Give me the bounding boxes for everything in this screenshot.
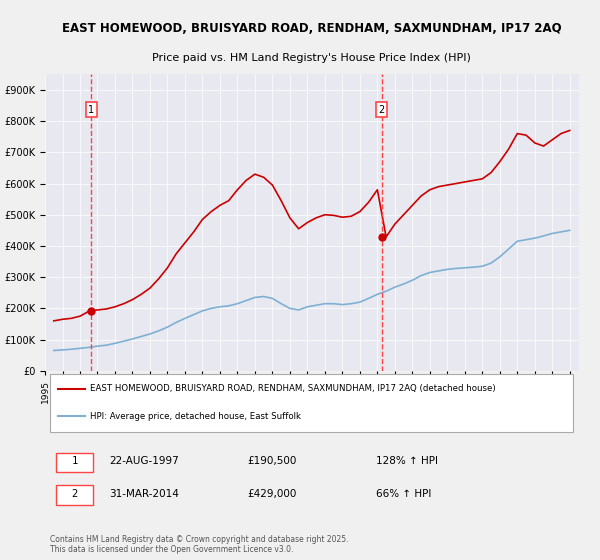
FancyBboxPatch shape bbox=[56, 452, 93, 472]
Text: 1: 1 bbox=[88, 105, 94, 115]
Text: 128% ↑ HPI: 128% ↑ HPI bbox=[376, 456, 438, 466]
Text: EAST HOMEWOOD, BRUISYARD ROAD, RENDHAM, SAXMUNDHAM, IP17 2AQ (detached house): EAST HOMEWOOD, BRUISYARD ROAD, RENDHAM, … bbox=[91, 384, 496, 394]
Text: 66% ↑ HPI: 66% ↑ HPI bbox=[376, 489, 431, 499]
Text: 2: 2 bbox=[71, 489, 77, 499]
Text: HPI: Average price, detached house, East Suffolk: HPI: Average price, detached house, East… bbox=[91, 412, 301, 421]
Text: £190,500: £190,500 bbox=[248, 456, 297, 466]
Text: 2: 2 bbox=[379, 105, 385, 115]
Text: 22-AUG-1997: 22-AUG-1997 bbox=[109, 456, 179, 466]
Text: 1: 1 bbox=[71, 456, 77, 466]
FancyBboxPatch shape bbox=[50, 374, 573, 432]
Text: Contains HM Land Registry data © Crown copyright and database right 2025.
This d: Contains HM Land Registry data © Crown c… bbox=[50, 535, 349, 554]
FancyBboxPatch shape bbox=[56, 485, 93, 505]
Text: EAST HOMEWOOD, BRUISYARD ROAD, RENDHAM, SAXMUNDHAM, IP17 2AQ: EAST HOMEWOOD, BRUISYARD ROAD, RENDHAM, … bbox=[62, 22, 562, 35]
Text: 31-MAR-2014: 31-MAR-2014 bbox=[109, 489, 179, 499]
Text: Price paid vs. HM Land Registry's House Price Index (HPI): Price paid vs. HM Land Registry's House … bbox=[152, 53, 471, 63]
Text: £429,000: £429,000 bbox=[248, 489, 297, 499]
